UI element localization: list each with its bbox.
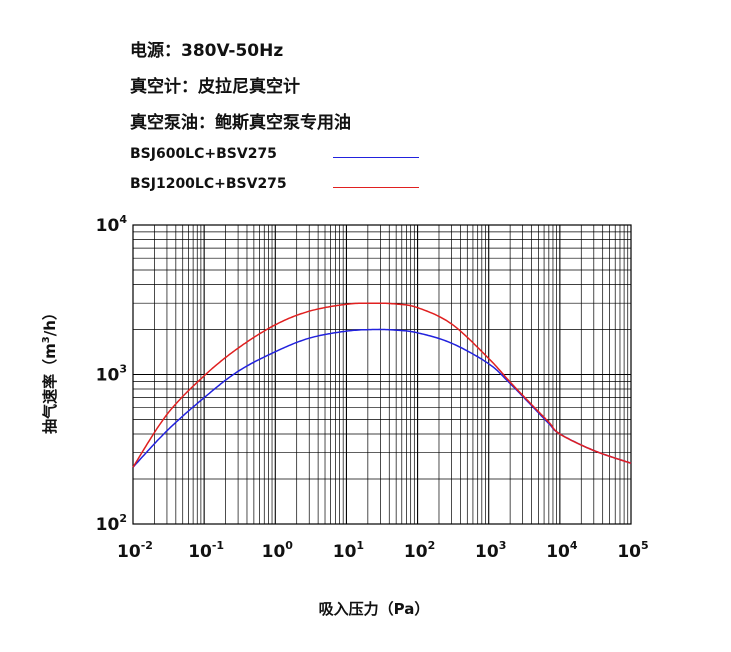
plot-frame [132, 224, 632, 525]
y-axis-title-main: 抽气速率（m [41, 343, 59, 434]
x-tick-label: 10-2 [117, 539, 153, 562]
legend-label-series-2: BSJ1200LC+BSV275 [130, 176, 287, 192]
y-axis-title-end: /h） [41, 305, 59, 336]
x-tick-label: 101 [333, 539, 364, 562]
x-tick-label: 104 [546, 539, 578, 562]
oil-info: 真空泵油：鲍斯真空泵专用油 [130, 113, 351, 133]
y-tick-labels: 102 103 104 [96, 213, 128, 535]
series-line-2 [132, 302, 632, 468]
legend-line-series-2 [333, 187, 419, 188]
x-tick-labels: 10-2 10-1 100 101 102 103 104 105 [117, 539, 649, 562]
y-tick-label: 103 [96, 363, 127, 386]
x-tick-label: 103 [475, 539, 506, 562]
grid [133, 225, 631, 524]
x-tick-label: 102 [404, 539, 435, 562]
power-info: 电源：380V-50Hz [130, 41, 284, 61]
x-axis-title: 吸入压力（Pa） [319, 600, 430, 618]
y-axis-title: 抽气速率（m3/h） [41, 305, 59, 434]
x-tick-label: 105 [617, 539, 648, 562]
legend-label-series-1: BSJ600LC+BSV275 [130, 146, 277, 162]
legend-line-series-1 [333, 157, 419, 158]
y-tick-label: 104 [96, 213, 128, 236]
y-axis-title-sup: 3 [41, 336, 52, 343]
gauge-info: 真空计：皮拉尼真空计 [130, 77, 300, 97]
x-tick-label: 10-1 [188, 539, 224, 562]
series-layer [132, 302, 632, 468]
x-tick-label: 100 [262, 539, 294, 562]
y-tick-label: 102 [96, 512, 127, 535]
